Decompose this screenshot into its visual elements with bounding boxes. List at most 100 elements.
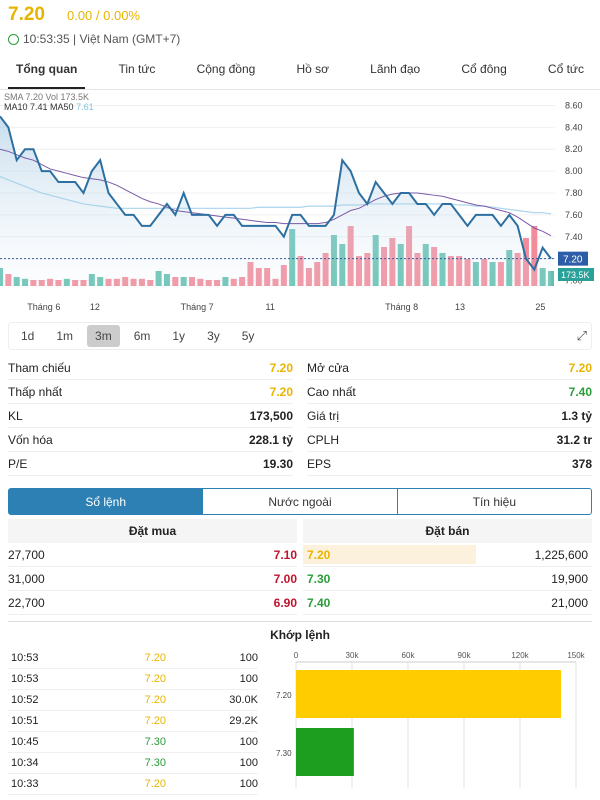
current-price: 7.20 — [8, 4, 45, 25]
matched-row: 10:52 7.20 30.0K — [8, 690, 258, 711]
y-tick-label: 8.00 — [565, 166, 583, 176]
ask-price: 7.20 — [307, 547, 331, 562]
ask-row[interactable]: 7.30 19,900 — [303, 567, 592, 591]
header: 7.20 0.00 / 0.00% 10:53:35 | Việt Nam (G… — [0, 0, 600, 50]
bid-side: Đặt mua 27,700 7.10 31,000 7.00 22,700 6.90 — [8, 519, 297, 615]
ask-volume: 21,000 — [551, 595, 588, 610]
v-bar-label: 7.30 — [276, 749, 292, 758]
matched-price: 7.20 — [144, 715, 166, 727]
range-1y[interactable]: 1y — [172, 329, 186, 343]
v-tick-label: 90k — [458, 651, 472, 660]
tab-shareholders[interactable]: Cổ đông — [461, 61, 507, 76]
matched-time: 10:34 — [11, 757, 39, 769]
price-chart-svg[interactable]: 8.608.408.208.007.807.607.407.207.007.20… — [0, 90, 600, 318]
bid-volume: 22,700 — [8, 595, 45, 610]
tab-order-book[interactable]: Sổ lệnh — [9, 489, 203, 514]
bid-price: 7.00 — [273, 571, 297, 586]
tab-community[interactable]: Cộng đồng — [196, 61, 256, 76]
matched-time: 10:53 — [11, 652, 39, 664]
order-tabs: Sổ lệnh Nước ngoài Tín hiệu — [8, 488, 592, 515]
close-line — [0, 115, 552, 272]
stat-label: Giá trị — [307, 408, 340, 423]
v-tick-label: 0 — [294, 651, 299, 660]
matched-vol: 100 — [239, 652, 258, 664]
matched-row: 10:34 7.30 100 — [8, 753, 258, 774]
tab-profile[interactable]: Hồ sơ — [296, 61, 329, 76]
matched-row: 10:45 7.30 100 — [8, 732, 258, 753]
expand-icon[interactable]: ⤢ — [576, 328, 587, 343]
ask-price: 7.40 — [307, 595, 331, 610]
stat-row: EPS 378 — [307, 452, 592, 476]
x-tick-label: 25 — [535, 302, 545, 312]
range-5y[interactable]: 5y — [241, 329, 255, 343]
bid-price: 6.90 — [273, 595, 297, 610]
volume-price-bar — [296, 670, 562, 718]
stat-row: Tham chiếu 7.20 — [8, 356, 293, 380]
stats-left: Tham chiếu 7.20 Thấp nhất 7.20 KL 173,500 Vốn … — [8, 356, 293, 476]
tab-signals[interactable]: Tín hiệu — [396, 489, 591, 514]
timestamp: 10:53:35 | Việt Nam (GMT+7) — [23, 32, 181, 46]
range-3y[interactable]: 3y — [207, 329, 220, 343]
ma50-line — [0, 176, 552, 215]
stats-grid: Tham chiếu 7.20 Thấp nhất 7.20 KL 173,500 Vốn … — [0, 350, 600, 476]
matched-price: 7.20 — [144, 694, 166, 706]
ask-volume: 1,225,600 — [534, 547, 588, 562]
stat-row: Mở cửa 7.20 — [307, 356, 592, 380]
matched-time: 10:52 — [11, 694, 39, 706]
v-tick-label: 60k — [402, 651, 416, 660]
tab-news[interactable]: Tin tức — [118, 61, 156, 76]
matched-time: 10:51 — [11, 715, 39, 727]
matched-orders: Khớp lệnh 10:53 7.20 100 10:53 7.20 100 10:52 7… — [8, 621, 592, 795]
matched-vol: 29.2K — [229, 715, 258, 727]
x-tick-label: 12 — [90, 302, 100, 312]
matched-row: 10:51 7.20 29.2K — [8, 711, 258, 732]
x-tick-label: Tháng 6 — [27, 302, 60, 312]
main-tabs: Tổng quan Tin tức Cộng đồng Hồ sơ Lãnh đ… — [0, 50, 600, 90]
price-area — [0, 116, 551, 286]
y-tick-label: 8.40 — [565, 122, 583, 132]
bid-row[interactable]: 22,700 6.90 — [8, 591, 297, 615]
matched-time: 10:53 — [11, 673, 39, 685]
matched-vol: 100 — [239, 757, 258, 769]
volume-by-price-chart: 0 30k 60k 90k 120k 150k 7.20 7.30 — [258, 648, 592, 795]
matched-price: 7.30 — [144, 736, 166, 748]
stat-label: Tham chiếu — [8, 360, 71, 375]
stat-value: 7.20 — [568, 360, 592, 375]
stat-value: 31.2 tr — [556, 432, 592, 447]
ask-row[interactable]: 7.20 1,225,600 — [303, 543, 592, 567]
range-1m[interactable]: 1m — [56, 329, 74, 343]
bid-price: 7.10 — [273, 547, 297, 562]
y-tick-label: 7.40 — [565, 232, 583, 242]
stat-value: 7.40 — [568, 384, 592, 399]
tab-leadership[interactable]: Lãnh đạo — [370, 61, 421, 76]
tab-overview[interactable]: Tổng quan — [8, 50, 86, 89]
y-tick-label: 7.60 — [565, 210, 583, 220]
x-tick-label: 13 — [455, 302, 465, 312]
matched-vol: 30.0K — [229, 694, 258, 706]
stat-label: EPS — [307, 456, 332, 471]
price-tag: 7.20 — [563, 255, 583, 266]
ask-side: Đặt bán 7.20 1,225,600 7.30 19,900 7.40 21,00… — [303, 519, 592, 615]
tab-dividends[interactable]: Cổ tức — [547, 61, 584, 76]
matched-row: 10:53 7.20 100 — [8, 648, 258, 669]
stat-label: Vốn hóa — [8, 432, 53, 447]
stat-value: 1.3 tỷ — [561, 408, 592, 423]
matched-row: 10:33 7.20 100 — [8, 774, 258, 795]
price-chart[interactable]: 8.608.408.208.007.807.607.407.207.007.20… — [0, 90, 600, 318]
stat-label: Mở cửa — [307, 360, 349, 375]
legend-line-1: SMA 7.20 Vol 173.5K — [4, 92, 90, 102]
matched-vol: 100 — [239, 736, 258, 748]
ask-row[interactable]: 7.40 21,000 — [303, 591, 592, 615]
range-3m[interactable]: 3m — [87, 325, 120, 347]
range-1d[interactable]: 1d — [21, 329, 35, 343]
x-tick-label: Tháng 8 — [385, 302, 418, 312]
range-6m[interactable]: 6m — [133, 329, 151, 343]
matched-title: Khớp lệnh — [270, 628, 330, 642]
matched-price: 7.20 — [144, 778, 166, 790]
legend-ma10: MA10 7.41 MA50 — [4, 102, 74, 112]
chart-legend: SMA 7.20 Vol 173.5K MA10 7.41 MA50 7.61 — [4, 92, 94, 112]
bid-row[interactable]: 27,700 7.10 — [8, 543, 297, 567]
bid-row[interactable]: 31,000 7.00 — [8, 567, 297, 591]
stat-label: Cao nhất — [307, 384, 356, 399]
tab-foreign[interactable]: Nước ngoài — [202, 489, 396, 514]
